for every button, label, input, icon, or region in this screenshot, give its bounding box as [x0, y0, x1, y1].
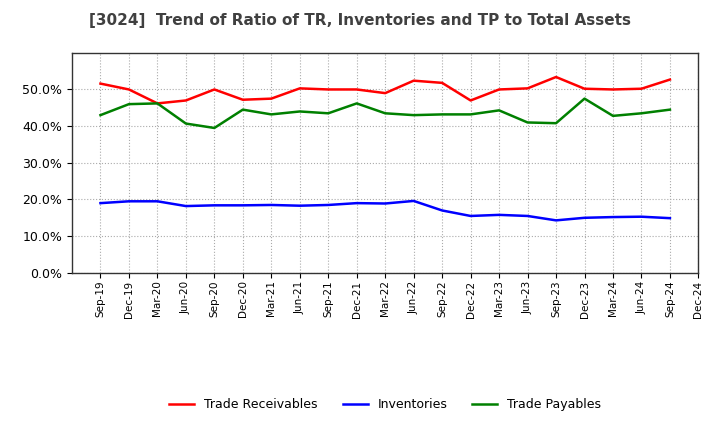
- Trade Receivables: [608, 87, 617, 92]
- Trade Receivables: [523, 86, 532, 91]
- Trade Payables: [295, 109, 304, 114]
- Inventories: [608, 214, 617, 220]
- Trade Receivables: [495, 87, 503, 92]
- Inventories: [125, 198, 133, 204]
- Inventories: [295, 203, 304, 209]
- Trade Receivables: [125, 87, 133, 92]
- Inventories: [665, 216, 674, 221]
- Trade Receivables: [381, 91, 390, 96]
- Inventories: [238, 203, 247, 208]
- Trade Payables: [324, 110, 333, 116]
- Inventories: [381, 201, 390, 206]
- Inventories: [267, 202, 276, 208]
- Trade Payables: [352, 101, 361, 106]
- Trade Receivables: [238, 97, 247, 103]
- Trade Receivables: [438, 80, 446, 85]
- Line: Trade Payables: Trade Payables: [101, 99, 670, 128]
- Inventories: [181, 203, 190, 209]
- Legend: Trade Receivables, Inventories, Trade Payables: Trade Receivables, Inventories, Trade Pa…: [164, 393, 606, 416]
- Trade Payables: [523, 120, 532, 125]
- Trade Receivables: [210, 87, 219, 92]
- Trade Payables: [438, 112, 446, 117]
- Inventories: [210, 203, 219, 208]
- Inventories: [523, 213, 532, 219]
- Trade Receivables: [665, 77, 674, 82]
- Trade Payables: [267, 112, 276, 117]
- Inventories: [324, 202, 333, 208]
- Trade Payables: [608, 113, 617, 118]
- Trade Payables: [580, 96, 589, 101]
- Trade Receivables: [153, 101, 162, 106]
- Inventories: [438, 208, 446, 213]
- Trade Payables: [495, 108, 503, 113]
- Trade Payables: [665, 107, 674, 112]
- Inventories: [552, 218, 560, 223]
- Inventories: [495, 212, 503, 217]
- Trade Payables: [96, 113, 105, 118]
- Trade Receivables: [324, 87, 333, 92]
- Trade Receivables: [580, 86, 589, 92]
- Inventories: [352, 201, 361, 206]
- Trade Payables: [238, 107, 247, 112]
- Line: Inventories: Inventories: [101, 201, 670, 220]
- Trade Payables: [467, 112, 475, 117]
- Inventories: [410, 198, 418, 204]
- Trade Payables: [125, 102, 133, 107]
- Trade Receivables: [181, 98, 190, 103]
- Trade Payables: [181, 121, 190, 126]
- Text: [3024]  Trend of Ratio of TR, Inventories and TP to Total Assets: [3024] Trend of Ratio of TR, Inventories…: [89, 13, 631, 28]
- Trade Payables: [410, 113, 418, 118]
- Trade Receivables: [410, 78, 418, 83]
- Trade Receivables: [552, 74, 560, 80]
- Trade Payables: [381, 110, 390, 116]
- Trade Receivables: [267, 96, 276, 101]
- Inventories: [580, 215, 589, 220]
- Trade Receivables: [467, 98, 475, 103]
- Trade Payables: [210, 125, 219, 131]
- Trade Receivables: [295, 86, 304, 91]
- Trade Payables: [552, 121, 560, 126]
- Trade Payables: [153, 101, 162, 106]
- Line: Trade Receivables: Trade Receivables: [101, 77, 670, 103]
- Inventories: [467, 213, 475, 219]
- Trade Receivables: [352, 87, 361, 92]
- Inventories: [637, 214, 646, 220]
- Inventories: [96, 201, 105, 206]
- Trade Receivables: [637, 86, 646, 92]
- Trade Receivables: [96, 81, 105, 86]
- Inventories: [153, 198, 162, 204]
- Trade Payables: [637, 110, 646, 116]
